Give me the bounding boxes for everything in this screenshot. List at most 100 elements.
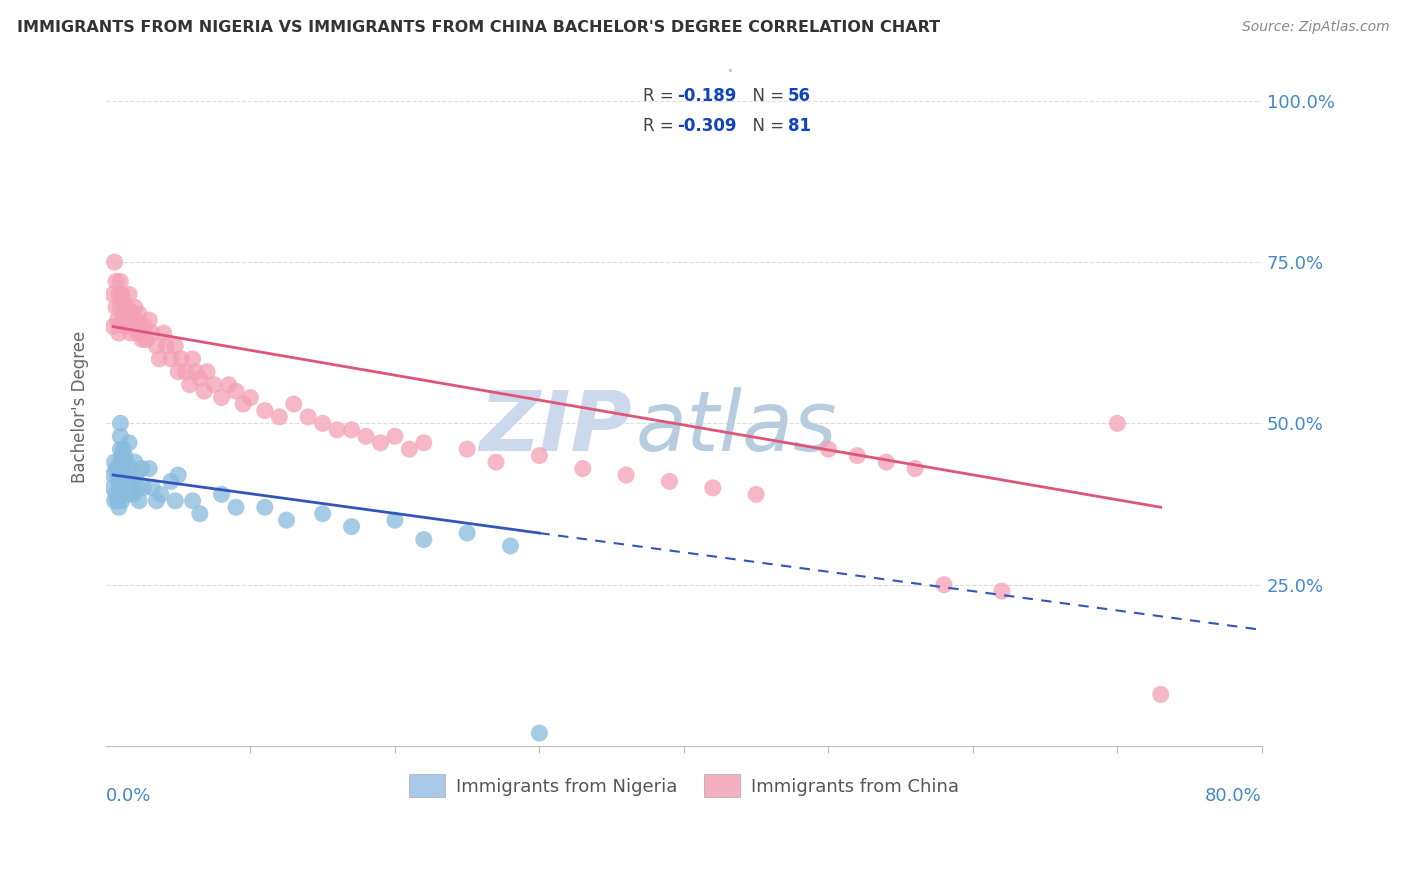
Point [114,307,136,321]
Text: R =: R = [644,87,679,104]
Point [141,326,163,340]
Point [120,326,142,340]
Point [174,365,197,379]
Point [101,468,124,483]
Y-axis label: Bachelor's Degree: Bachelor's Degree [72,331,89,483]
Point [875,455,897,469]
Point [108,475,131,489]
Point [211,487,233,501]
Point [188,371,211,385]
Point [135,333,157,347]
Text: IMMIGRANTS FROM NIGERIA VS IMMIGRANTS FROM CHINA BACHELOR'S DEGREE CORRELATION C: IMMIGRANTS FROM NIGERIA VS IMMIGRANTS FR… [17,20,941,35]
Point [112,461,135,475]
Point [1107,417,1129,431]
Point [110,442,132,457]
Point [225,384,247,398]
Text: N =: N = [742,117,789,135]
Point [108,500,131,515]
Point [145,493,167,508]
Point [412,533,434,547]
Point [122,487,145,501]
Point [991,584,1014,599]
Point [115,319,138,334]
Point [131,461,153,475]
Text: atlas: atlas [636,387,837,468]
Point [129,319,152,334]
Text: R =: R = [644,117,679,135]
Point [269,409,291,424]
Point [148,351,170,366]
Point [110,468,132,483]
Point [529,726,551,740]
Point [111,313,134,327]
Point [110,481,132,495]
Point [326,423,349,437]
Point [132,481,155,495]
Point [145,339,167,353]
Point [283,397,305,411]
Point [131,333,153,347]
Point [110,429,132,443]
Point [1150,687,1173,701]
Point [253,500,276,515]
Text: ZIP: ZIP [479,387,631,468]
Point [160,475,183,489]
Point [218,377,240,392]
Point [108,287,131,301]
Point [110,455,132,469]
Point [120,461,142,475]
Point [117,475,139,489]
Point [932,577,955,591]
Point [105,487,128,501]
Point [370,435,392,450]
Point [121,307,143,321]
Point [311,417,333,431]
Point [658,475,681,489]
Point [193,384,215,398]
Point [111,449,134,463]
Point [384,513,406,527]
Legend: Immigrants from Nigeria, Immigrants from China: Immigrants from Nigeria, Immigrants from… [402,767,966,805]
Text: N =: N = [742,87,789,104]
Point [165,339,187,353]
Point [138,461,160,475]
Point [111,493,134,508]
Point [232,397,254,411]
Point [103,493,125,508]
Point [108,326,131,340]
Point [103,455,125,469]
Text: -0.189: -0.189 [676,87,737,104]
Point [118,435,141,450]
Text: 0.0%: 0.0% [105,787,152,805]
Point [152,326,174,340]
Point [184,365,207,379]
Point [253,403,276,417]
Point [107,313,129,327]
Point [127,481,149,495]
Point [149,487,172,501]
Point [115,455,138,469]
Point [105,275,128,289]
Point [112,442,135,457]
Point [202,377,225,392]
Point [117,487,139,501]
Point [179,377,201,392]
Point [188,507,211,521]
Point [340,519,363,533]
Point [181,351,204,366]
Point [134,319,156,334]
Point [239,391,262,405]
Point [107,493,129,508]
Point [127,326,149,340]
Point [398,442,420,457]
Point [702,481,724,495]
Point [101,319,124,334]
Point [114,449,136,463]
Point [128,307,150,321]
Point [170,351,193,366]
Point [114,468,136,483]
Point [103,255,125,269]
Point [155,339,177,353]
Point [167,468,190,483]
Point [128,493,150,508]
